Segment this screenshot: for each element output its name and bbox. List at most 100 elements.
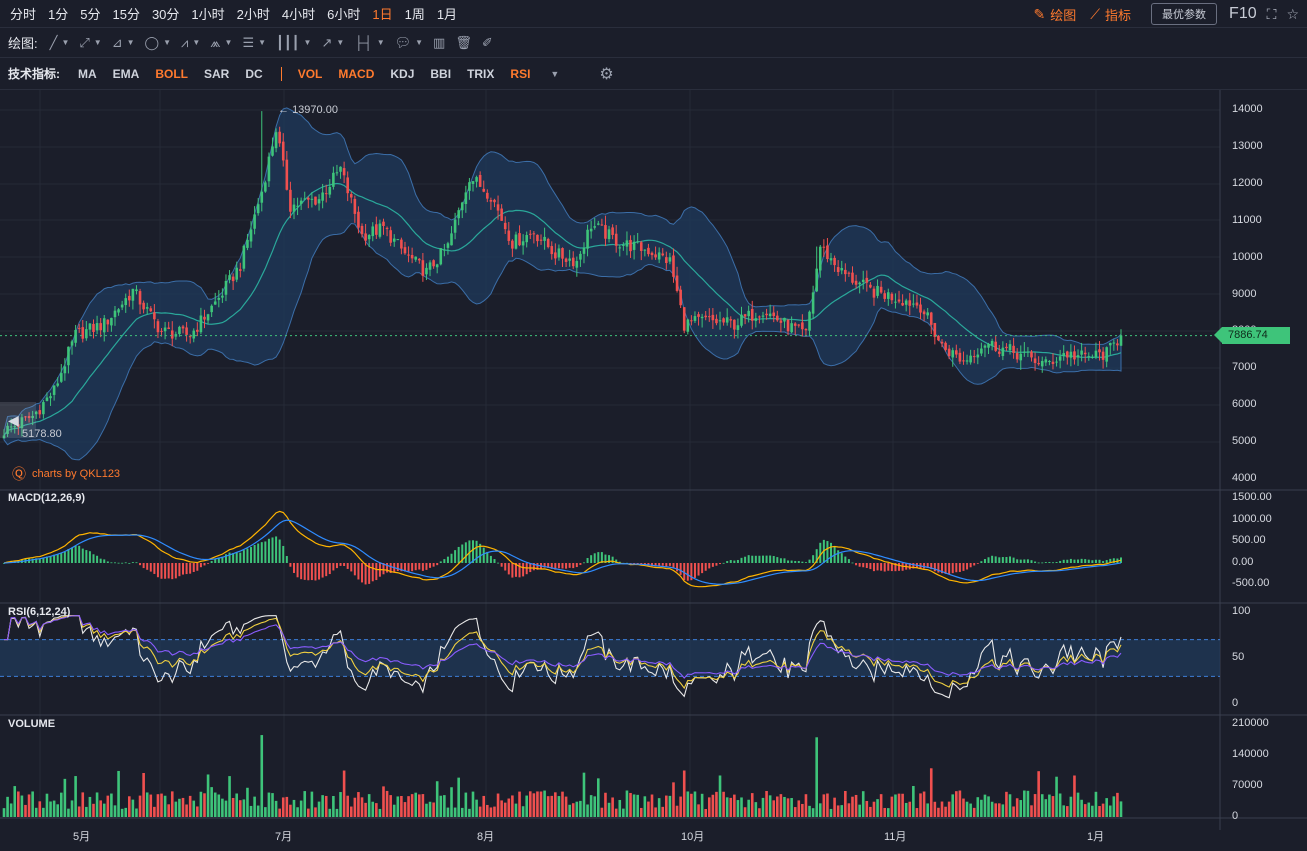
timeframe-10[interactable]: 1周 xyxy=(404,7,425,22)
candle xyxy=(224,274,228,302)
draw-toggle-button[interactable]: ✎ 绘图 xyxy=(1033,5,1077,23)
timeframe-8[interactable]: 6小时 xyxy=(327,7,361,22)
chart-area[interactable] xyxy=(0,90,1307,851)
scroll-left-handle[interactable]: ◀ xyxy=(0,402,36,438)
y-tick-rsi: 50 xyxy=(1232,651,1245,663)
candle xyxy=(199,307,203,335)
macd-histogram-bar xyxy=(701,563,704,574)
timeframe-7[interactable]: 4小时 xyxy=(281,7,316,22)
volume-bar xyxy=(851,796,854,817)
channel-tool-icon[interactable]: ⊿ ▼ xyxy=(111,34,135,50)
fullscreen-icon[interactable]: ⛶ xyxy=(1266,5,1277,22)
candle xyxy=(554,243,557,265)
indicator-boll[interactable]: BOLL xyxy=(155,66,189,81)
candle xyxy=(1033,352,1037,371)
candle xyxy=(507,222,511,245)
volume-bar xyxy=(539,791,543,817)
trash-icon[interactable]: 🗑︎ xyxy=(455,34,472,50)
fibonacci-tool-icon[interactable]: ☰ ▼ xyxy=(242,34,267,50)
volume-bar xyxy=(568,804,571,817)
timeframe-6[interactable]: 2小时 xyxy=(236,7,270,22)
star-icon[interactable]: ☆ xyxy=(1286,5,1299,22)
macd-histogram-bar xyxy=(1105,560,1108,563)
volume-bar xyxy=(525,795,528,817)
rsi24-line xyxy=(4,615,1122,679)
candle xyxy=(70,339,74,355)
indicator-kdj[interactable]: KDJ xyxy=(390,66,415,81)
volume-bar xyxy=(929,768,933,817)
candle xyxy=(600,218,604,226)
candle xyxy=(786,319,790,336)
macd-histogram-bar xyxy=(411,563,414,572)
volume-bar xyxy=(686,791,690,817)
indicator-toggle-button[interactable]: ⟋ 指标 xyxy=(1090,5,1132,23)
eraser-icon[interactable]: ✐ xyxy=(481,34,493,50)
volume-bar xyxy=(557,796,561,817)
optimal-params-button[interactable]: 最优参数 xyxy=(1151,3,1218,25)
macd-histogram-bar xyxy=(1023,559,1026,563)
macd-histogram-bar xyxy=(908,563,911,570)
line-tool-icon[interactable]: ╱ ▼ xyxy=(49,34,70,50)
indicator-ma[interactable]: MA xyxy=(78,66,97,81)
timeframe-4[interactable]: 30分 xyxy=(151,7,180,22)
indicator-dc[interactable]: DC xyxy=(245,66,263,81)
volume-bar xyxy=(314,807,317,817)
zigzag-tool-icon[interactable]: ⩘ ▼ xyxy=(181,34,201,50)
macd-histogram-bar xyxy=(1041,562,1044,564)
candle xyxy=(181,324,185,334)
candle xyxy=(1012,337,1015,359)
volume-bar xyxy=(636,794,639,817)
volume-bar xyxy=(203,793,206,817)
volume-bar xyxy=(428,801,432,817)
timeframe-5[interactable]: 1小时 xyxy=(191,7,225,22)
indicator-sar[interactable]: SAR xyxy=(204,66,230,81)
volume-bar xyxy=(829,808,833,817)
candle xyxy=(20,413,24,437)
indicator-trix[interactable]: TRIX xyxy=(467,66,495,81)
candle xyxy=(897,290,901,304)
volume-bar xyxy=(464,792,468,817)
macd-histogram-bar xyxy=(557,563,560,569)
timeframe-11[interactable]: 1月 xyxy=(436,7,458,22)
timeframe-1[interactable]: 1分 xyxy=(48,7,69,22)
arrow-tool-icon[interactable]: ↗ ▼ xyxy=(321,34,345,50)
gear-icon[interactable]: ⚙ xyxy=(599,65,614,83)
macd-histogram-bar xyxy=(389,563,392,574)
ray-tool-icon[interactable]: ⤢ ▼ xyxy=(79,34,102,50)
candle xyxy=(869,281,872,289)
measure-tool-icon[interactable]: ├┤ ▼ xyxy=(354,35,385,50)
indicator-bbi[interactable]: BBI xyxy=(430,66,452,81)
candle xyxy=(844,263,847,282)
timeframe-0[interactable]: 分时 xyxy=(10,7,37,22)
bar-pattern-icon[interactable]: ▥ xyxy=(433,34,446,50)
more-indicators-chevron-icon[interactable]: ▼ xyxy=(550,68,560,79)
candle xyxy=(765,308,768,320)
macd-histogram-bar xyxy=(189,563,192,574)
pattern-tool-icon[interactable]: ⩕ ▼ xyxy=(210,34,233,50)
candle xyxy=(1015,348,1019,363)
volume-bar xyxy=(632,794,636,817)
candle xyxy=(593,218,597,230)
timeframe-2[interactable]: 5分 xyxy=(80,7,101,22)
annotation-tool-icon[interactable]: 💬︎ ▼ xyxy=(394,34,424,50)
indicator-vol[interactable]: VOL xyxy=(297,66,323,81)
candle xyxy=(876,279,879,299)
f10-button[interactable]: F10 xyxy=(1229,5,1257,22)
volume-bar xyxy=(342,770,346,817)
macd-histogram-bar xyxy=(228,552,231,563)
circle-tool-icon[interactable]: ◯ ▼ xyxy=(144,34,172,50)
indicator-macd[interactable]: MACD xyxy=(338,66,375,81)
candle xyxy=(639,240,643,261)
indicator-ema[interactable]: EMA xyxy=(112,66,140,81)
candle xyxy=(285,151,289,191)
gann-tool-icon[interactable]: ┃┃┃ ▼ xyxy=(276,34,312,50)
volume-bar xyxy=(586,804,589,817)
macd-histogram-bar xyxy=(339,563,342,566)
candle xyxy=(976,348,980,365)
candle xyxy=(81,320,85,343)
timeframe-3[interactable]: 15分 xyxy=(112,7,140,22)
timeframe-9[interactable]: 1日 xyxy=(372,7,393,22)
macd-histogram-bar xyxy=(343,563,346,567)
candle xyxy=(278,126,281,147)
indicator-rsi[interactable]: RSI xyxy=(510,66,531,81)
